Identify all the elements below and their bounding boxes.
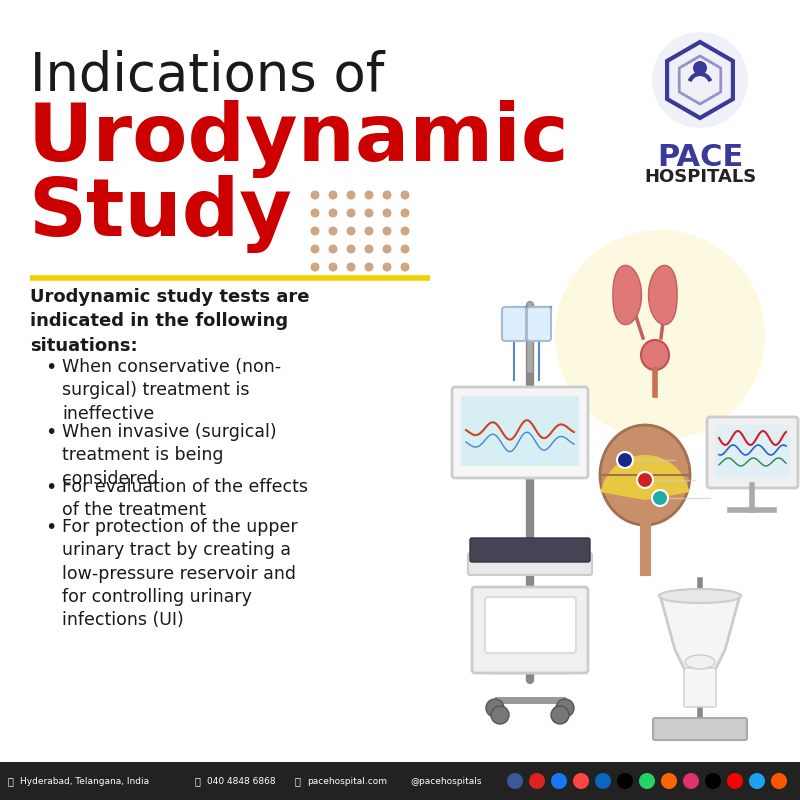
- Text: PACE: PACE: [657, 143, 743, 172]
- Circle shape: [705, 773, 721, 789]
- Polygon shape: [660, 595, 740, 675]
- Circle shape: [401, 226, 410, 235]
- FancyBboxPatch shape: [715, 425, 790, 477]
- Text: 040 4848 6868: 040 4848 6868: [207, 777, 276, 786]
- Text: •: •: [45, 358, 56, 377]
- Circle shape: [310, 209, 319, 218]
- Text: 🌐: 🌐: [295, 776, 301, 786]
- Circle shape: [346, 262, 355, 271]
- FancyBboxPatch shape: [653, 718, 747, 740]
- FancyBboxPatch shape: [707, 417, 798, 488]
- Text: Urodynamic: Urodynamic: [28, 100, 570, 178]
- Circle shape: [661, 773, 677, 789]
- Circle shape: [555, 230, 765, 440]
- Circle shape: [507, 773, 523, 789]
- Polygon shape: [613, 266, 642, 325]
- Circle shape: [573, 773, 589, 789]
- Ellipse shape: [641, 340, 669, 370]
- Circle shape: [727, 773, 743, 789]
- Ellipse shape: [659, 589, 741, 603]
- FancyBboxPatch shape: [461, 396, 579, 466]
- Text: •: •: [45, 423, 56, 442]
- Text: Study: Study: [28, 175, 292, 253]
- FancyBboxPatch shape: [470, 538, 590, 562]
- FancyBboxPatch shape: [502, 307, 526, 341]
- Circle shape: [365, 226, 374, 235]
- Text: Urodynamic study tests are
indicated in the following
situations:: Urodynamic study tests are indicated in …: [30, 288, 310, 354]
- Circle shape: [310, 245, 319, 254]
- Circle shape: [365, 245, 374, 254]
- FancyBboxPatch shape: [468, 553, 592, 575]
- Text: When invasive (surgical)
treatment is being
considered: When invasive (surgical) treatment is be…: [62, 423, 277, 488]
- Circle shape: [346, 245, 355, 254]
- Circle shape: [346, 226, 355, 235]
- Circle shape: [382, 226, 391, 235]
- Text: @pacehospitals: @pacehospitals: [410, 777, 482, 786]
- Text: Indications of: Indications of: [30, 50, 384, 102]
- Text: 📍: 📍: [8, 776, 14, 786]
- Circle shape: [382, 262, 391, 271]
- Ellipse shape: [685, 655, 715, 669]
- Circle shape: [310, 190, 319, 199]
- Circle shape: [382, 190, 391, 199]
- Circle shape: [329, 262, 338, 271]
- Circle shape: [329, 226, 338, 235]
- Ellipse shape: [600, 425, 690, 525]
- Circle shape: [382, 245, 391, 254]
- Circle shape: [749, 773, 765, 789]
- Circle shape: [637, 472, 653, 488]
- Circle shape: [652, 32, 748, 128]
- Circle shape: [617, 773, 633, 789]
- Text: pacehospital.com: pacehospital.com: [307, 777, 387, 786]
- Circle shape: [365, 209, 374, 218]
- Circle shape: [401, 209, 410, 218]
- Circle shape: [365, 190, 374, 199]
- Circle shape: [771, 773, 787, 789]
- Circle shape: [329, 209, 338, 218]
- Circle shape: [310, 226, 319, 235]
- Polygon shape: [649, 266, 677, 325]
- FancyBboxPatch shape: [684, 668, 716, 707]
- Circle shape: [401, 262, 410, 271]
- Text: •: •: [45, 518, 56, 537]
- FancyBboxPatch shape: [0, 762, 800, 800]
- Circle shape: [401, 245, 410, 254]
- Circle shape: [346, 209, 355, 218]
- Circle shape: [486, 699, 504, 717]
- Circle shape: [652, 490, 668, 506]
- Circle shape: [329, 245, 338, 254]
- Circle shape: [556, 699, 574, 717]
- Text: When conservative (non-
surgical) treatment is
ineffective: When conservative (non- surgical) treatm…: [62, 358, 281, 422]
- Circle shape: [617, 452, 633, 468]
- Circle shape: [551, 706, 569, 724]
- Text: •: •: [45, 478, 56, 497]
- Text: HOSPITALS: HOSPITALS: [644, 168, 756, 186]
- Circle shape: [491, 706, 509, 724]
- FancyBboxPatch shape: [527, 307, 551, 341]
- Circle shape: [683, 773, 699, 789]
- FancyBboxPatch shape: [452, 387, 588, 478]
- Circle shape: [329, 190, 338, 199]
- Circle shape: [401, 190, 410, 199]
- Circle shape: [693, 61, 707, 75]
- Circle shape: [529, 773, 545, 789]
- FancyBboxPatch shape: [472, 587, 588, 673]
- Wedge shape: [601, 455, 690, 500]
- Text: For evaluation of the effects
of the treatment: For evaluation of the effects of the tre…: [62, 478, 308, 519]
- Circle shape: [639, 773, 655, 789]
- Text: For protection of the upper
urinary tract by creating a
low-pressure reservoir a: For protection of the upper urinary trac…: [62, 518, 298, 630]
- Circle shape: [551, 773, 567, 789]
- Text: Hyderabad, Telangana, India: Hyderabad, Telangana, India: [20, 777, 149, 786]
- Circle shape: [310, 262, 319, 271]
- Circle shape: [595, 773, 611, 789]
- Circle shape: [382, 209, 391, 218]
- Circle shape: [346, 190, 355, 199]
- Circle shape: [365, 262, 374, 271]
- Text: 📞: 📞: [195, 776, 201, 786]
- FancyBboxPatch shape: [485, 597, 576, 653]
